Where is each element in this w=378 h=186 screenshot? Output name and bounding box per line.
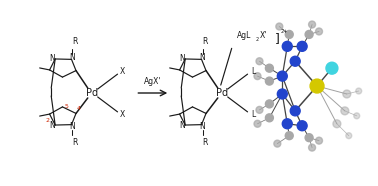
Circle shape [316, 28, 322, 35]
Circle shape [290, 106, 300, 116]
Text: N: N [70, 122, 75, 131]
Circle shape [305, 134, 313, 142]
Text: AgX': AgX' [144, 77, 161, 86]
Circle shape [265, 64, 273, 72]
Text: N: N [70, 53, 75, 62]
Circle shape [316, 137, 322, 144]
Text: AgL: AgL [237, 31, 251, 40]
Circle shape [305, 31, 313, 39]
Text: N: N [179, 121, 185, 130]
Text: L: L [251, 110, 256, 119]
Circle shape [310, 79, 324, 93]
Circle shape [282, 119, 292, 129]
Circle shape [346, 133, 352, 139]
Text: R: R [72, 138, 77, 147]
Circle shape [341, 107, 349, 115]
Circle shape [326, 62, 338, 74]
Text: R: R [72, 37, 77, 46]
Circle shape [256, 58, 263, 65]
Circle shape [356, 88, 362, 94]
Text: X: X [120, 67, 125, 76]
Text: 5: 5 [65, 104, 68, 109]
Circle shape [285, 31, 293, 39]
Text: 2+: 2+ [280, 29, 288, 34]
Text: N: N [200, 53, 205, 62]
Text: L: L [251, 67, 256, 76]
Text: 2: 2 [46, 118, 50, 123]
Circle shape [265, 114, 273, 122]
Text: R: R [202, 138, 207, 147]
Circle shape [254, 73, 261, 80]
Circle shape [285, 132, 293, 140]
Text: N: N [200, 122, 205, 131]
Circle shape [297, 41, 307, 51]
Circle shape [274, 140, 281, 147]
Circle shape [282, 41, 292, 51]
Circle shape [276, 23, 283, 30]
Text: N: N [179, 54, 185, 63]
Text: Pd: Pd [216, 88, 228, 98]
Circle shape [265, 77, 273, 85]
Text: X': X' [259, 31, 267, 40]
Circle shape [277, 89, 287, 99]
Text: X: X [120, 110, 125, 119]
Circle shape [308, 144, 316, 151]
Circle shape [256, 106, 263, 113]
Circle shape [354, 113, 360, 119]
Circle shape [254, 120, 261, 127]
Text: Pd: Pd [86, 88, 98, 98]
Circle shape [265, 100, 273, 108]
Circle shape [308, 21, 316, 28]
Text: 2: 2 [256, 37, 259, 42]
Text: N: N [49, 54, 55, 63]
Circle shape [333, 120, 341, 128]
Circle shape [277, 71, 287, 81]
Text: N: N [49, 121, 55, 130]
Text: ]: ] [274, 32, 279, 45]
Text: R: R [202, 37, 207, 46]
Circle shape [343, 90, 351, 98]
Text: 4: 4 [77, 106, 81, 111]
Circle shape [297, 121, 307, 131]
Circle shape [290, 56, 300, 66]
